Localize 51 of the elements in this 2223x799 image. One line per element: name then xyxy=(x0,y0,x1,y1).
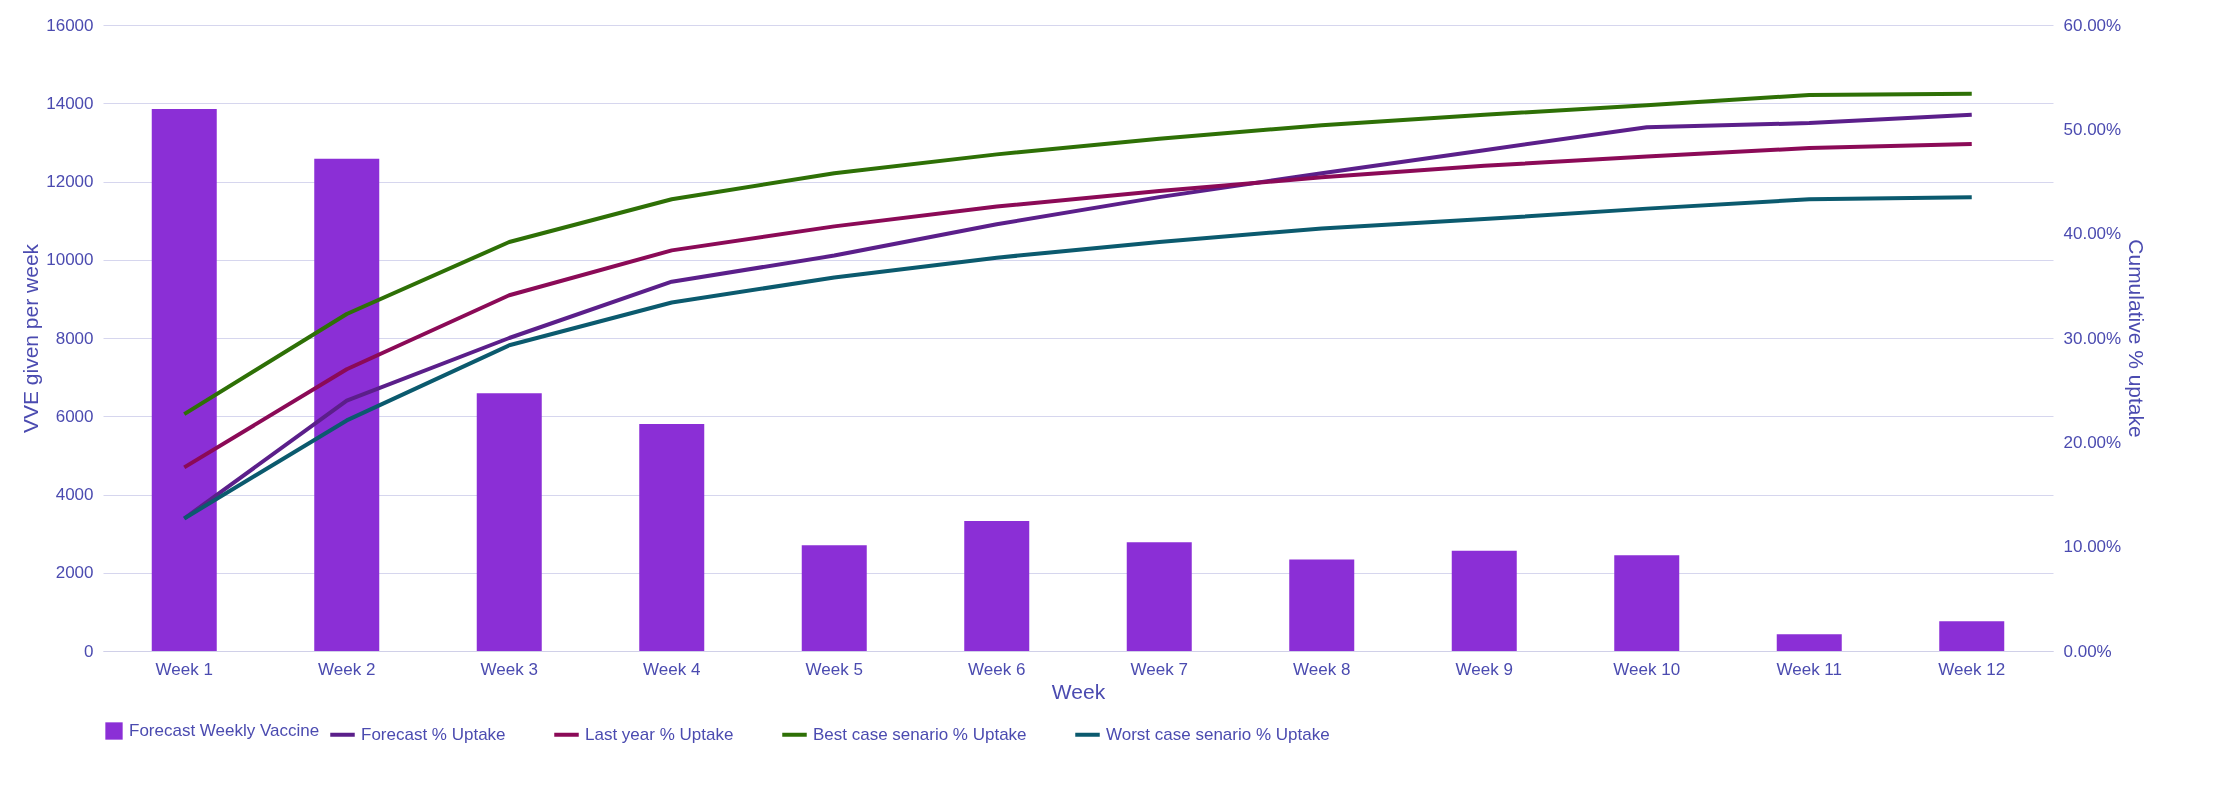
x-tick-label: Week 2 xyxy=(318,659,376,679)
legend-label: Best case senario % Uptake xyxy=(813,724,1027,744)
y2-tick-label: 50.00% xyxy=(2063,119,2122,139)
y-tick-label: 2000 xyxy=(55,563,94,583)
bar xyxy=(1289,559,1355,651)
bar xyxy=(151,109,217,651)
x-tick-label: Week 12 xyxy=(1938,659,2006,679)
y2-tick-label: 10.00% xyxy=(2063,537,2122,557)
y2-tick-label: 20.00% xyxy=(2063,432,2122,452)
bar xyxy=(314,158,380,651)
legend-label: Last year % Uptake xyxy=(585,724,734,744)
x-tick-label: Week 8 xyxy=(1293,659,1351,679)
bar xyxy=(1614,555,1680,651)
x-tick-label: Week 5 xyxy=(805,659,863,679)
x-tick-label: Week 3 xyxy=(480,659,538,679)
y2-axis-title: Cumulative % uptake xyxy=(2125,239,2149,438)
y-tick-label: 6000 xyxy=(55,406,94,426)
bar xyxy=(801,545,867,651)
x-tick-label: Week 6 xyxy=(968,659,1026,679)
y-tick-label: 0 xyxy=(84,641,94,661)
bar xyxy=(476,393,542,651)
y2-tick-label: 60.00% xyxy=(2063,15,2122,35)
bar xyxy=(639,424,705,651)
x-tick-label: Week 7 xyxy=(1130,659,1188,679)
y-tick-label: 16000 xyxy=(46,15,94,35)
x-tick-label: Week 11 xyxy=(1776,659,1843,679)
bar xyxy=(964,521,1030,651)
y-tick-label: 12000 xyxy=(46,172,94,191)
y-tick-label: 10000 xyxy=(46,250,94,270)
y2-tick-label: 0.00% xyxy=(2063,641,2112,661)
bar xyxy=(1776,634,1842,651)
x-tick-label: Week 10 xyxy=(1613,659,1681,679)
legend-label: Forecast Weekly Vaccine xyxy=(129,721,320,740)
x-tick-label: Week 9 xyxy=(1455,659,1513,679)
y-tick-label: 4000 xyxy=(55,485,94,504)
y-axis-title: VVE given per week xyxy=(19,243,43,434)
y-tick-label: 8000 xyxy=(55,328,94,348)
y2-tick-label: 30.00% xyxy=(2063,328,2122,348)
line-series xyxy=(182,91,1974,417)
legend-label: Forecast % Uptake xyxy=(361,724,506,744)
x-axis-title: Week xyxy=(1051,679,1106,703)
legend-label: Worst case senario % Uptake xyxy=(1106,724,1330,744)
x-tick-label: Week 4 xyxy=(643,659,701,679)
bar xyxy=(1939,621,2005,651)
bar xyxy=(1126,542,1192,651)
y-tick-label: 14000 xyxy=(46,93,94,113)
bar xyxy=(1451,550,1517,651)
line-series xyxy=(182,141,1974,470)
line-series xyxy=(182,195,1974,521)
y2-tick-label: 40.00% xyxy=(2063,224,2122,244)
x-tick-label: Week 1 xyxy=(155,659,213,679)
